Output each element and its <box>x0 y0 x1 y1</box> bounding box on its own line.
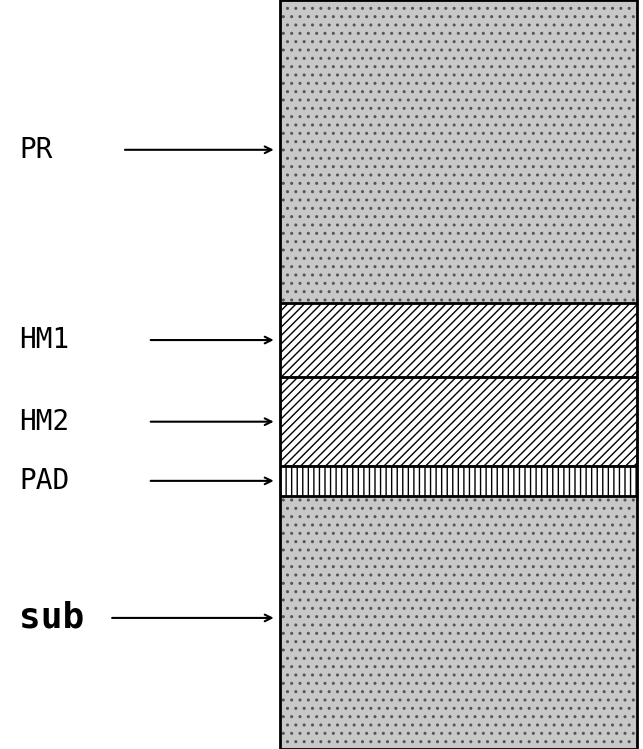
Bar <box>280 466 637 496</box>
Text: PAD: PAD <box>19 467 69 495</box>
Bar <box>280 0 637 749</box>
Bar <box>280 303 637 377</box>
Bar <box>280 496 637 749</box>
Text: HM1: HM1 <box>19 326 69 354</box>
Bar <box>280 377 637 466</box>
Text: HM2: HM2 <box>19 407 69 436</box>
Text: sub: sub <box>19 601 84 635</box>
Text: PR: PR <box>19 136 53 164</box>
Bar <box>280 0 637 303</box>
